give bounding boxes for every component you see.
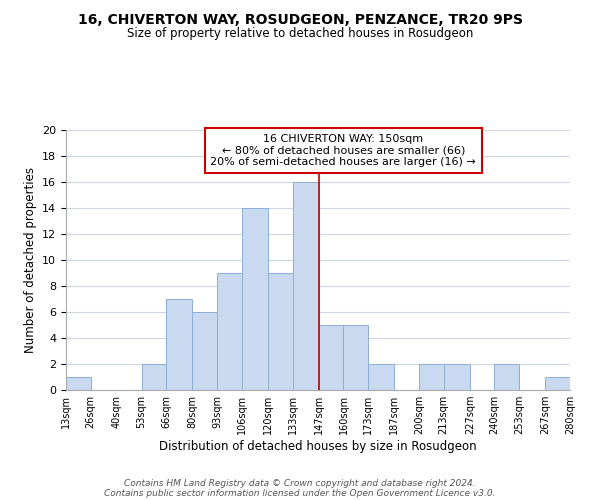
Bar: [443, 364, 470, 390]
Bar: [217, 273, 242, 390]
Bar: [545, 377, 570, 390]
Bar: [368, 364, 394, 390]
Bar: [66, 377, 91, 390]
Bar: [166, 299, 193, 390]
Bar: [319, 325, 343, 390]
Text: 16, CHIVERTON WAY, ROSUDGEON, PENZANCE, TR20 9PS: 16, CHIVERTON WAY, ROSUDGEON, PENZANCE, …: [77, 12, 523, 26]
Bar: [494, 364, 519, 390]
Bar: [293, 182, 319, 390]
Text: Contains HM Land Registry data © Crown copyright and database right 2024.: Contains HM Land Registry data © Crown c…: [124, 478, 476, 488]
Text: Size of property relative to detached houses in Rosudgeon: Size of property relative to detached ho…: [127, 28, 473, 40]
Bar: [242, 208, 268, 390]
X-axis label: Distribution of detached houses by size in Rosudgeon: Distribution of detached houses by size …: [159, 440, 477, 453]
Bar: [268, 273, 293, 390]
Bar: [343, 325, 368, 390]
Bar: [419, 364, 443, 390]
Bar: [142, 364, 166, 390]
Y-axis label: Number of detached properties: Number of detached properties: [23, 167, 37, 353]
Text: Contains public sector information licensed under the Open Government Licence v3: Contains public sector information licen…: [104, 488, 496, 498]
Text: 16 CHIVERTON WAY: 150sqm
← 80% of detached houses are smaller (66)
20% of semi-d: 16 CHIVERTON WAY: 150sqm ← 80% of detach…: [211, 134, 476, 167]
Bar: [193, 312, 217, 390]
